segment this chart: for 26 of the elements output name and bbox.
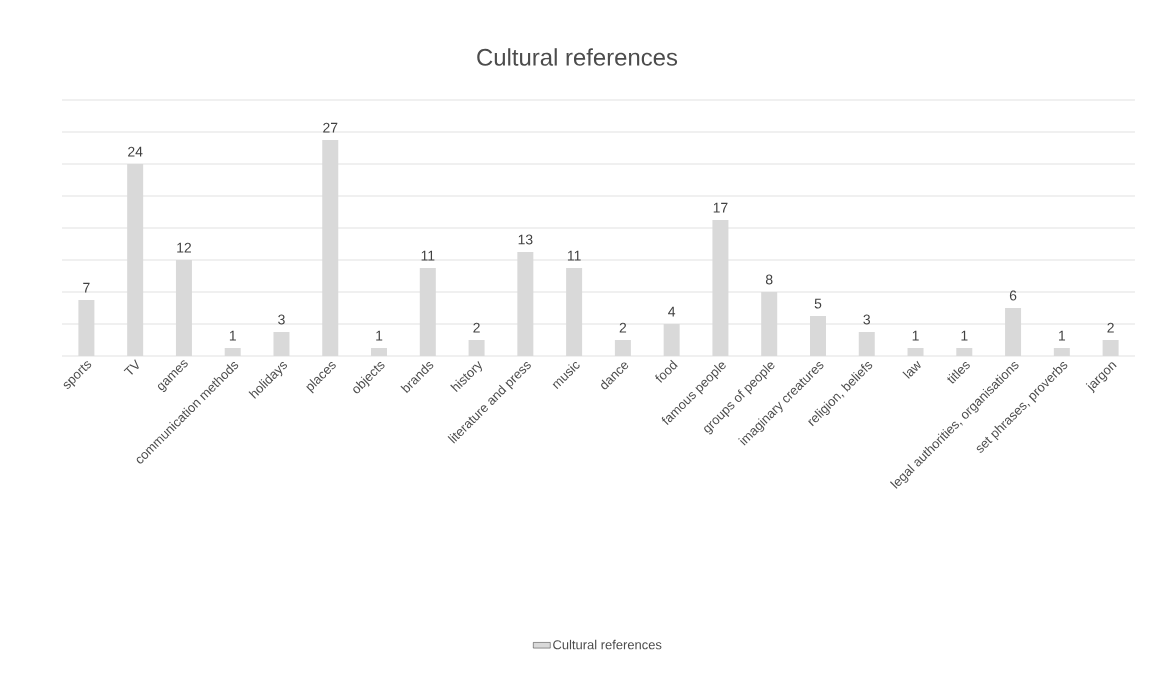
data-label: 12	[177, 242, 191, 253]
data-label: 4	[668, 306, 676, 317]
x-tick-label: TV	[123, 359, 139, 375]
data-label: 6	[1009, 290, 1017, 301]
data-label: 2	[1107, 322, 1114, 333]
data-label: 3	[278, 314, 285, 325]
data-label: 27	[323, 122, 338, 133]
data-label: 11	[567, 250, 581, 261]
data-label: 1	[961, 330, 968, 341]
legend-label: Cultural references	[553, 639, 662, 650]
data-label: 5	[814, 298, 822, 309]
x-tick-label: law	[902, 360, 921, 379]
data-label: 3	[863, 314, 871, 325]
data-label: 8	[765, 274, 773, 285]
data-label: 17	[713, 202, 728, 213]
data-label: 24	[128, 146, 143, 157]
data-label: 1	[229, 330, 236, 341]
data-label: 2	[619, 322, 627, 333]
data-label: 1	[912, 330, 919, 341]
data-label: 1	[376, 330, 383, 341]
chart-title: Cultural references	[477, 48, 678, 66]
data-label: 2	[473, 322, 480, 333]
data-label: 13	[518, 234, 533, 245]
data-label: 1	[1059, 330, 1066, 341]
data-label: 11	[421, 250, 435, 261]
data-label: 7	[83, 282, 90, 293]
